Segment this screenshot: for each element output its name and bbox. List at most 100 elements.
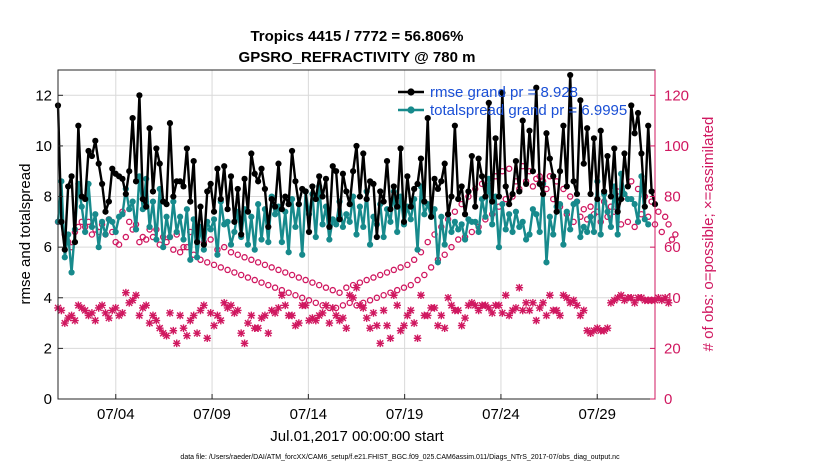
obs-assimilated-point [240, 339, 249, 348]
totalspread-point [587, 213, 594, 220]
rmse-point [482, 193, 489, 200]
obs-assimilated-point [220, 299, 229, 307]
totalspread-point [509, 228, 516, 236]
rmse-point [68, 173, 75, 180]
rmse-point [543, 130, 550, 137]
rmse-point [407, 203, 414, 210]
rmse-point [177, 178, 184, 185]
obs-assimilated-point [484, 304, 493, 312]
obs-assimilated-point [393, 301, 402, 310]
totalspread-point [614, 231, 621, 238]
rmse-point [302, 188, 309, 195]
rmse-point [58, 218, 65, 225]
obs-possible-point [505, 165, 513, 172]
rmse-point [506, 201, 513, 208]
obs-assimilated-point [322, 301, 330, 310]
totalspread-point [92, 211, 99, 218]
totalspread-point [489, 221, 496, 228]
rmse-point [265, 223, 272, 231]
rmse-point [468, 152, 475, 160]
rmse-point [109, 165, 116, 172]
rmse-point [122, 190, 129, 198]
obs-assimilated-point [525, 306, 534, 315]
totalspread-point [546, 213, 553, 220]
obs-assimilated-point [105, 314, 113, 322]
obs-possible-point [254, 259, 262, 266]
obs-possible-point [343, 284, 350, 291]
obs-possible-point [665, 221, 672, 228]
rmse-point [431, 175, 438, 182]
obs-possible-point [248, 256, 255, 264]
rmse-point [512, 158, 520, 165]
totalspread-point [333, 221, 340, 228]
rmse-point [261, 185, 269, 193]
rmse-point [475, 155, 482, 162]
obs-assimilated-point [189, 311, 198, 320]
obs-assimilated-point [434, 321, 442, 330]
obs-possible-point [241, 254, 248, 261]
obs-assimilated-point [128, 296, 137, 305]
legend-rmse-label: rmse grand pr = 8.928 [430, 84, 578, 101]
rmse-point [634, 109, 642, 117]
rmse-point [495, 193, 503, 200]
obs-assimilated-point [169, 326, 178, 335]
totalspread-point [163, 213, 170, 220]
obs-assimilated-point [488, 309, 496, 317]
rmse-point [295, 201, 302, 208]
rmse-point [383, 158, 391, 165]
obs-assimilated-point [512, 304, 520, 312]
obs-assimilated-point [352, 283, 361, 292]
totalspread-point [126, 206, 133, 213]
obs-assimilated-point [301, 301, 310, 310]
totalspread-point [326, 236, 333, 243]
obs-possible-point [136, 238, 143, 246]
totalspread-point [193, 254, 201, 261]
totalspread-point [380, 233, 387, 241]
rmse-point [370, 180, 377, 187]
obs-possible-point [237, 271, 245, 279]
obs-assimilated-point [383, 321, 391, 330]
obs-assimilated-point [342, 324, 351, 332]
totalspread-point [634, 218, 642, 225]
obs-possible-point [380, 291, 387, 299]
obs-possible-point [390, 266, 398, 274]
totalspread-point [573, 198, 581, 205]
totalspread-point [533, 211, 540, 218]
obs-possible-point [292, 291, 299, 299]
obs-possible-point [227, 248, 235, 256]
totalspread-point [421, 211, 428, 218]
obs-possible-point [421, 271, 428, 279]
totalspread-point [495, 244, 503, 251]
obs-assimilated-point [376, 339, 385, 348]
obs-assimilated-point [332, 311, 340, 320]
rmse-point [590, 135, 598, 142]
y-tick-label: 0 [44, 391, 52, 408]
obs-assimilated-point [88, 309, 96, 317]
rmse-point [238, 231, 245, 238]
totalspread-point [271, 211, 279, 218]
obs-assimilated-point [274, 304, 283, 312]
obs-assimilated-point [254, 324, 262, 332]
obs-possible-point [125, 218, 133, 226]
rmse-point [485, 99, 492, 106]
obs-assimilated-point [288, 311, 296, 320]
rmse-point [244, 208, 252, 215]
rmse-point [641, 203, 648, 210]
rmse-point [319, 193, 326, 200]
totalspread-point [258, 236, 265, 243]
rmse-point [231, 218, 238, 225]
obs-possible-point [587, 203, 594, 210]
obs-assimilated-point [552, 306, 561, 315]
obs-assimilated-point [461, 314, 469, 322]
totalspread-point [597, 231, 604, 238]
obs-assimilated-point [546, 291, 554, 300]
obs-assimilated-point [576, 311, 585, 320]
totalspread-point [180, 236, 187, 243]
obs-assimilated-point [474, 306, 483, 315]
totalspread-point [580, 223, 587, 231]
rmse-point [153, 145, 160, 152]
obs-possible-point [244, 274, 252, 281]
rmse-point [204, 188, 211, 195]
rmse-point [143, 203, 150, 210]
rmse-point [492, 135, 499, 142]
